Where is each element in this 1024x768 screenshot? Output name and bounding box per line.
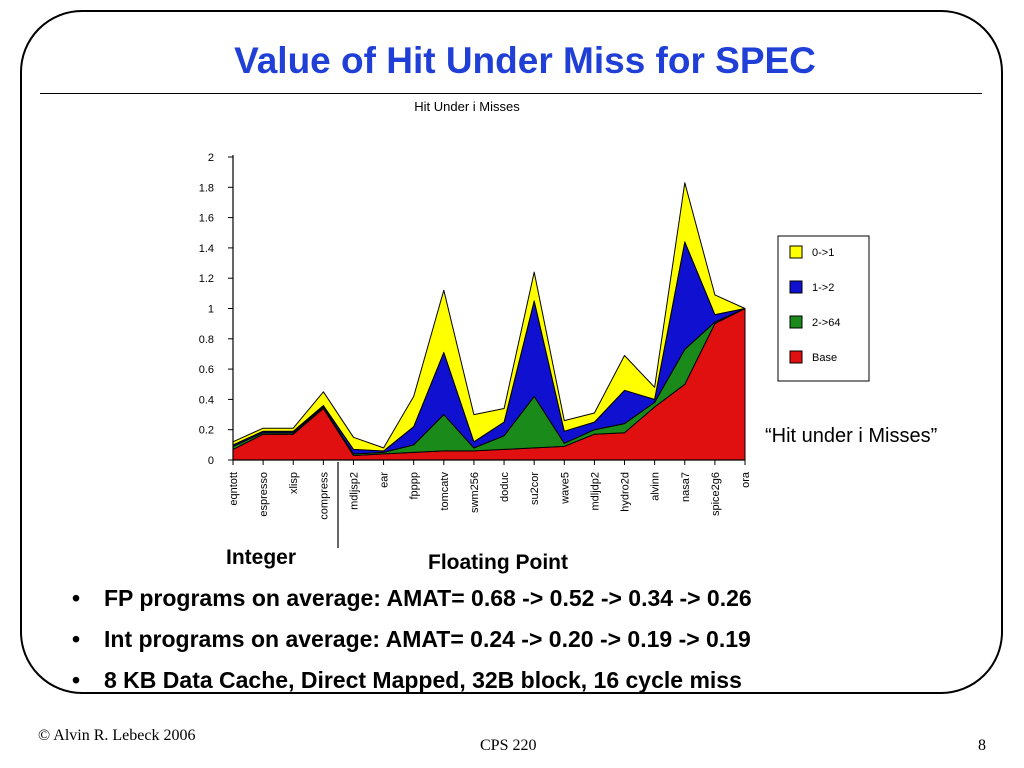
y-tick-label: 0.8: [199, 334, 214, 346]
x-tick-label: ora: [740, 471, 752, 488]
bullet-item: • 8 KB Data Cache, Direct Mapped, 32B blo…: [68, 666, 752, 707]
x-tick-label: ear: [379, 472, 391, 488]
legend-swatch: [789, 245, 803, 259]
x-tick-label: doduc: [499, 472, 511, 502]
y-tick-label: 1.4: [199, 243, 214, 255]
y-tick-label: 2: [208, 152, 214, 164]
footer-course: CPS 220: [480, 737, 537, 754]
hit-under-misses-note: “Hit under i Misses”: [765, 425, 938, 447]
x-tick-label: tomcatv: [439, 472, 451, 511]
floating-point-group-label: Floating Point: [428, 551, 568, 574]
x-tick-label: mdljdp2: [589, 472, 601, 511]
x-tick-label: su2cor: [529, 472, 541, 505]
x-tick-label: xlisp: [288, 472, 300, 494]
slide-frame: [20, 10, 1003, 694]
y-tick-label: 1: [208, 304, 214, 316]
legend-label: 0->1: [812, 247, 834, 259]
bullet-dot: •: [72, 585, 81, 611]
y-axis-ticks: 0 0.2 0.4 0.6 0.8 1 1.2 1.4 1.6 1.8 2: [199, 152, 233, 467]
x-tick-label: alvinn: [650, 472, 662, 501]
x-tick-label: mdljsp2: [348, 472, 360, 510]
integer-group-label: Integer: [226, 546, 297, 569]
legend-swatch: [789, 315, 803, 329]
footer-page-number: 8: [978, 737, 986, 754]
y-tick-label: 0.2: [199, 425, 214, 437]
bullet-dot: •: [72, 626, 81, 652]
x-tick-label: espresso: [258, 472, 270, 517]
x-tick-label: nasa7: [680, 472, 692, 502]
legend-label: Base: [812, 352, 837, 364]
y-tick-label: 1.2: [199, 273, 214, 285]
area-layers: [232, 182, 746, 461]
title-divider: [40, 93, 982, 94]
chart-axes: [232, 155, 745, 461]
legend-swatch: [789, 350, 803, 364]
footer-copyright: © Alvin R. Lebeck 2006: [38, 727, 196, 744]
y-tick-label: 0.6: [199, 364, 214, 376]
x-tick-label: fpppp: [409, 472, 421, 500]
bullet-dot: •: [72, 667, 81, 693]
bullet-text: FP programs on average: AMAT= 0.68 -> 0.…: [104, 585, 752, 611]
chart-title: Hit Under i Misses: [414, 99, 520, 114]
x-tick-label: wave5: [559, 472, 571, 505]
x-tick-label: hydro2d: [620, 472, 632, 512]
bullet-item: • FP programs on average: AMAT= 0.68 -> 0…: [68, 584, 752, 625]
x-tick-label: swm256: [469, 472, 481, 513]
y-tick-label: 0: [208, 455, 214, 467]
legend-label: 1->2: [812, 282, 834, 294]
bullet-list: • FP programs on average: AMAT= 0.68 -> 0…: [68, 584, 752, 707]
y-tick-label: 1.6: [199, 213, 214, 225]
slide-title: Value of Hit Under Miss for SPEC: [234, 40, 816, 81]
y-tick-label: 0.4: [199, 394, 214, 406]
bullet-item: • Int programs on average: AMAT= 0.24 -> …: [68, 625, 752, 666]
legend-label: 2->64: [812, 317, 840, 329]
y-tick-label: 1.8: [199, 182, 214, 194]
legend-swatch: [789, 280, 803, 294]
bullet-text: 8 KB Data Cache, Direct Mapped, 32B bloc…: [104, 667, 742, 693]
area-series-0-1: [232, 182, 746, 452]
chart-legend: 0->1 1->2 2->64 Base: [777, 235, 870, 382]
x-tick-label: compress: [318, 472, 330, 520]
x-tick-label: eqntott: [228, 472, 240, 506]
x-tick-label: spice2g6: [710, 472, 722, 516]
x-axis-ticks: eqntott espresso xlisp compress mdljsp2 ear fp…: [228, 460, 752, 520]
bullet-text: Int programs on average: AMAT= 0.24 -> 0…: [104, 626, 751, 652]
